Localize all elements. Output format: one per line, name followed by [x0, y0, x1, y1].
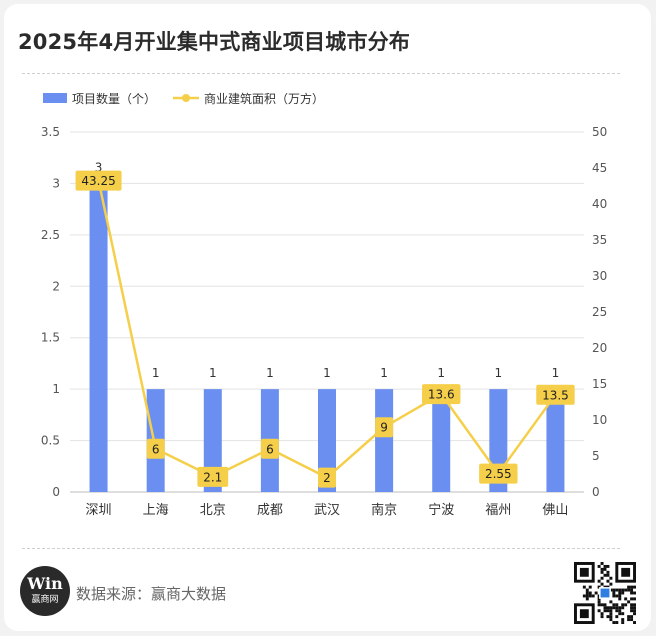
- line-value-label: 13.5: [542, 388, 569, 402]
- y-right-tick-label: 0: [592, 485, 600, 499]
- bar: [89, 183, 108, 492]
- line-point-marker: [479, 463, 518, 484]
- line-point-marker: [197, 466, 229, 487]
- y-right-tick-label: 5: [592, 449, 600, 463]
- line-value-label: 2.55: [485, 467, 512, 481]
- logo-mark: Win: [27, 574, 63, 593]
- bar: [318, 389, 336, 492]
- line-point-marker: [260, 438, 279, 459]
- y-right-tick-label: 25: [592, 305, 607, 319]
- line-point-marker: [422, 384, 461, 405]
- bar: [546, 389, 565, 492]
- line-value-label: 6: [266, 442, 274, 456]
- y-left-tick-label: 0: [52, 485, 60, 499]
- line-value-label: 6: [152, 442, 160, 456]
- header-divider: [22, 73, 620, 74]
- line-point-marker: [75, 170, 122, 191]
- bar-value-label: 1: [495, 366, 503, 380]
- chart-card: 2025年4月开业集中式商业项目城市分布: [4, 4, 651, 631]
- y-right-tick-label: 35: [592, 233, 607, 247]
- page-title: 2025年4月开业集中式商业项目城市分布: [18, 30, 411, 54]
- y-left-tick-label: 1.5: [41, 331, 60, 345]
- footer-divider: [22, 548, 620, 549]
- qr-code-icon: [574, 562, 636, 624]
- legend-line-marker: [182, 94, 190, 102]
- y-right-tick-label: 20: [592, 341, 607, 355]
- bar-value-label: 1: [152, 366, 160, 380]
- y-left-tick-label: 3.5: [41, 125, 60, 139]
- line-point-marker: [536, 384, 575, 405]
- y-left-tick-label: 0.5: [41, 434, 60, 448]
- bar-value-label: 1: [380, 366, 388, 380]
- bar: [375, 389, 394, 492]
- x-tick-label: 武汉: [314, 503, 340, 518]
- x-tick-label: 南京: [371, 502, 397, 518]
- legend-bar-swatch: [43, 93, 67, 103]
- y-right-tick-label: 15: [592, 377, 607, 391]
- x-tick-label: 上海: [143, 503, 169, 518]
- x-tick-label: 深圳: [86, 503, 112, 518]
- x-tick-label: 佛山: [542, 503, 568, 518]
- bar-value-label: 1: [437, 366, 445, 380]
- y-right-tick-label: 50: [592, 125, 607, 139]
- line-point-marker: [318, 467, 336, 488]
- y-left-tick-label: 3: [52, 176, 60, 190]
- legend-bar-label: 项目数量（个）: [72, 91, 156, 106]
- bar: [203, 389, 222, 492]
- bar-value-label: 1: [552, 366, 560, 380]
- y-left-tick-label: 1: [52, 382, 60, 396]
- legend-line-label: 商业建筑面积（万方）: [204, 91, 324, 106]
- x-tick-label: 成都: [257, 503, 283, 518]
- y-right-tick-label: 45: [592, 161, 607, 175]
- bar: [432, 389, 451, 492]
- line-value-label: 2.1: [203, 470, 222, 484]
- winshang-logo: Win 赢商网: [20, 566, 70, 616]
- x-tick-label: 北京: [200, 503, 226, 518]
- y-right-tick-label: 10: [592, 413, 607, 427]
- combo-chart: 0 0.5 1 1.5 2 2.5 3 3.5 0 5 10 15 20 25 30 35 40 45 50 3 深圳 1…: [41, 91, 607, 518]
- x-tick-label: 宁波: [428, 502, 454, 518]
- line-value-label: 9: [380, 421, 388, 435]
- line-value-label: 43.25: [81, 174, 115, 188]
- y-left-tick-label: 2.5: [41, 228, 60, 242]
- bar-value-label: 1: [323, 366, 331, 380]
- y-right-tick-label: 30: [592, 269, 607, 283]
- bar-value-label: 3: [95, 160, 103, 174]
- y-left-tick-label: 2: [52, 279, 60, 293]
- line-point-marker: [375, 417, 394, 438]
- y-right-tick-label: 40: [592, 197, 607, 211]
- line-value-label: 13.6: [428, 388, 455, 402]
- x-tick-label: 福州: [485, 503, 511, 518]
- logo-name: 赢商网: [31, 595, 59, 605]
- line-value-label: 2: [323, 471, 331, 485]
- line-point-marker: [146, 438, 165, 459]
- bar-value-label: 1: [266, 366, 274, 380]
- data-source: 数据来源：赢商大数据: [76, 585, 227, 603]
- bar-value-label: 1: [209, 366, 217, 380]
